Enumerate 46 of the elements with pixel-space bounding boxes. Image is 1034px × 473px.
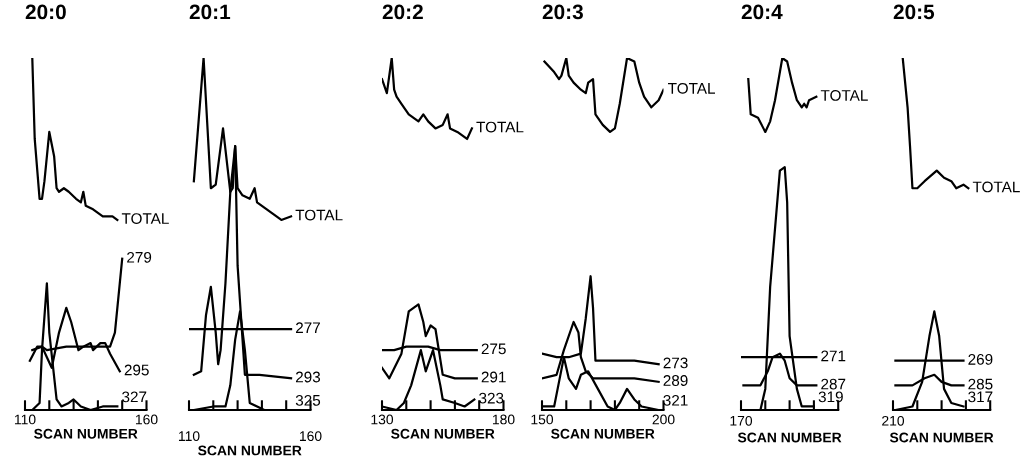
series-label: 327 xyxy=(122,391,147,403)
chart-title: 20:0 xyxy=(25,4,66,20)
x-tick-label: 110 xyxy=(14,414,36,425)
series-label: TOTAL xyxy=(668,82,715,94)
series-label: TOTAL xyxy=(476,121,524,133)
x-tick-label: 130 xyxy=(371,414,394,425)
series-label: 269 xyxy=(968,354,993,365)
legend-label: 319 xyxy=(818,391,843,403)
x-axis-title: SCAN NUMBER xyxy=(34,428,138,439)
chart-title: 20:5 xyxy=(893,4,935,20)
x-tick-label: 160 xyxy=(135,414,158,425)
series-label: 285 xyxy=(968,378,993,390)
series-label: 295 xyxy=(124,364,149,376)
x-axis-title: SCAN NUMBER xyxy=(391,428,495,439)
series-label: 279 xyxy=(127,251,152,263)
x-tick-label: 150 xyxy=(531,414,554,425)
text: 210 xyxy=(882,415,905,426)
chart-title: 20:1 xyxy=(189,4,231,20)
series-label: 289 xyxy=(663,375,688,386)
x-tick-label: 200 xyxy=(652,414,675,425)
series-label: TOTAL xyxy=(295,209,343,221)
series-label: 293 xyxy=(296,371,321,383)
series-label: TOTAL xyxy=(972,181,1020,193)
chart-title: 20:2 xyxy=(382,4,423,20)
legend-label: 325 xyxy=(295,394,321,406)
chart-title: 20:3 xyxy=(542,4,583,20)
text: 170 xyxy=(730,415,753,426)
series-label: TOTAL xyxy=(820,90,868,101)
x-tick-label: 180 xyxy=(492,414,515,425)
series-label: 275 xyxy=(481,343,506,355)
series-label: 271 xyxy=(821,350,846,362)
x-tick-label: 160 xyxy=(299,431,322,442)
series-label: 287 xyxy=(821,378,846,390)
x-axis-title: SCAN NUMBER xyxy=(737,432,842,443)
chart-title: 20:4 xyxy=(741,4,783,20)
series-label: 291 xyxy=(481,371,506,383)
series-label: 273 xyxy=(663,357,688,369)
x-axis-title: SCAN NUMBER xyxy=(198,445,302,456)
series-label: 321 xyxy=(663,394,688,406)
x-axis-title: SCAN NUMBER xyxy=(551,428,655,439)
series-label: 277 xyxy=(296,322,320,333)
legend-label: 317 xyxy=(968,391,993,403)
series-label: 323 xyxy=(479,392,504,404)
x-axis-title: SCAN NUMBER xyxy=(889,432,994,443)
x-tick-label: 110 xyxy=(178,431,200,442)
series-label: TOTAL xyxy=(121,213,169,225)
